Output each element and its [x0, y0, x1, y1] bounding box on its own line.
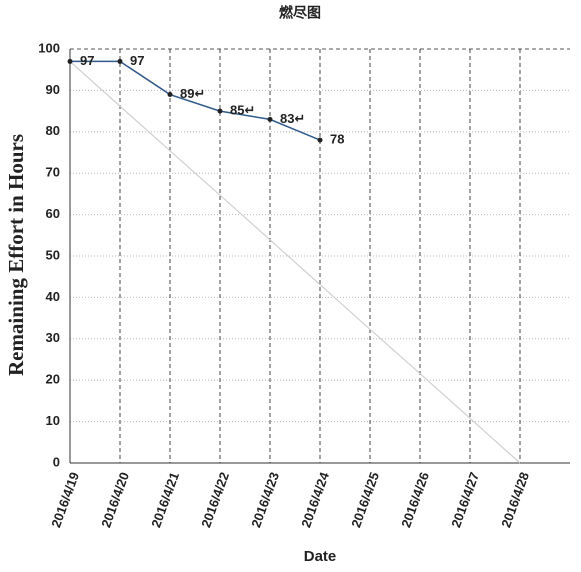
- y-tick-label: 100: [38, 40, 60, 55]
- series-line: [70, 60, 321, 141]
- y-tick-label: 80: [46, 123, 60, 138]
- x-tick-label: 2016/4/20: [98, 470, 132, 529]
- data-label: 83↵: [280, 111, 305, 126]
- x-tick-label: 2016/4/28: [498, 470, 532, 529]
- y-tick-label: 50: [46, 247, 60, 262]
- x-tick-label: 2016/4/21: [148, 470, 182, 529]
- series-line: [69, 60, 521, 464]
- point: [117, 58, 123, 64]
- x-tick-label: 2016/4/27: [448, 470, 482, 529]
- y-axis-label: Remaining Effort in Hours: [4, 134, 28, 376]
- x-tick-label: 2016/4/26: [398, 470, 432, 529]
- y-tick-label: 30: [46, 330, 60, 345]
- point: [317, 137, 323, 143]
- y-tick-label: 10: [46, 413, 60, 428]
- data-label: 97: [130, 53, 144, 68]
- x-tick-label: 2016/4/24: [298, 469, 332, 529]
- data-label: 85↵: [230, 103, 255, 118]
- chart-title: 燃尽图: [279, 5, 321, 21]
- x-tick-label: 2016/4/23: [248, 470, 282, 529]
- y-tick-label: 20: [46, 372, 60, 387]
- y-tick-label: 0: [53, 454, 60, 469]
- x-axis-label: Date: [304, 548, 337, 565]
- point: [217, 108, 223, 114]
- y-tick-label: 70: [46, 165, 60, 180]
- point: [67, 58, 73, 64]
- data-label: 89↵: [180, 86, 205, 101]
- x-tick-label: 2016/4/22: [198, 470, 232, 529]
- y-tick-label: 40: [46, 289, 60, 304]
- point: [267, 116, 273, 122]
- y-tick-label: 90: [46, 82, 60, 97]
- data-label: 78: [330, 132, 344, 147]
- point: [167, 92, 173, 98]
- data-label: 97: [80, 53, 94, 68]
- x-tick-label: 2016/4/25: [348, 470, 382, 529]
- x-tick-label: 2016/4/19: [48, 470, 82, 529]
- y-tick-label: 60: [46, 206, 60, 221]
